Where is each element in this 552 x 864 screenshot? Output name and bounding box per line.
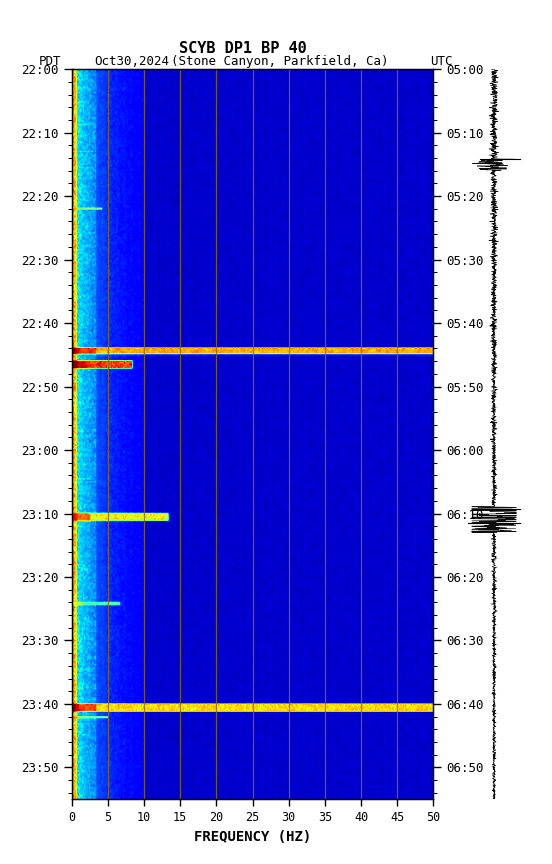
Text: PDT: PDT <box>39 55 61 68</box>
Text: Oct30,2024: Oct30,2024 <box>94 55 169 68</box>
Text: SCYB DP1 BP 40: SCYB DP1 BP 40 <box>179 41 307 56</box>
X-axis label: FREQUENCY (HZ): FREQUENCY (HZ) <box>194 829 311 843</box>
Text: UTC: UTC <box>431 55 453 68</box>
Text: (Stone Canyon, Parkfield, Ca): (Stone Canyon, Parkfield, Ca) <box>171 55 389 68</box>
